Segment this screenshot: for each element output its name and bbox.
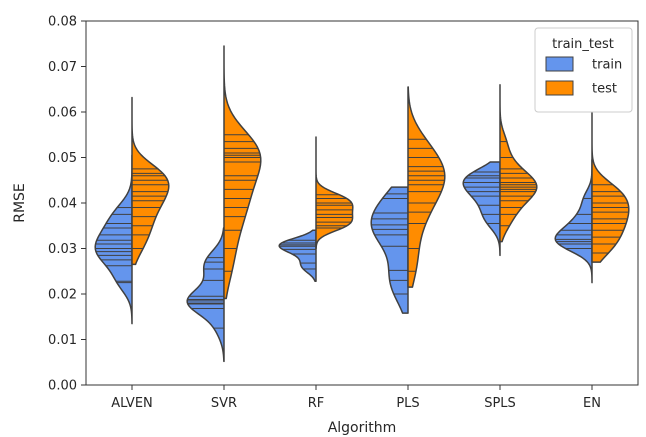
y-axis: 0.00 0.01 0.02 0.03 0.04 0.05 0.06 0.07 0.08 <box>48 15 86 394</box>
legend: train_test train test <box>534 27 633 113</box>
y-tick-label: 0.04 <box>48 197 77 212</box>
violin-test-rf <box>315 136 354 250</box>
y-tick-label: 0.06 <box>48 106 77 121</box>
legend-label-train: train <box>592 58 622 73</box>
plot-area <box>94 45 630 363</box>
x-tick-label: PLS <box>396 396 419 411</box>
violin-train-svr <box>186 227 225 363</box>
violin-test-spls <box>499 83 538 243</box>
x-axis: ALVEN SVR RF PLS SPLS EN <box>111 385 601 411</box>
violin-train-rf <box>278 229 317 283</box>
y-tick-label: 0.03 <box>48 242 77 257</box>
y-tick-label: 0.08 <box>48 15 77 30</box>
x-tick-label: SVR <box>211 396 237 411</box>
y-tick-label: 0.00 <box>48 379 77 394</box>
y-tick-label: 0.02 <box>48 288 77 303</box>
x-axis-label: Algorithm <box>328 420 397 436</box>
x-tick-label: SPLS <box>484 396 516 411</box>
violin-train-alven <box>94 154 133 325</box>
y-tick-label: 0.01 <box>48 333 77 348</box>
x-tick-label: RF <box>308 396 325 411</box>
legend-label-test: test <box>592 82 617 97</box>
legend-swatch-test <box>545 80 574 96</box>
violin-test-svr <box>223 45 262 300</box>
legend-title: train_test <box>552 37 614 52</box>
y-tick-label: 0.05 <box>48 151 77 166</box>
legend-swatch-train <box>545 56 574 72</box>
violin-test-en <box>591 111 630 263</box>
violin-test-alven <box>131 96 170 266</box>
y-axis-label: RMSE <box>12 183 28 223</box>
violin-test-pls <box>407 86 446 288</box>
x-tick-label: EN <box>583 396 601 411</box>
violin-train-en <box>554 159 593 284</box>
x-tick-label: ALVEN <box>111 396 153 411</box>
y-tick-label: 0.07 <box>48 60 77 75</box>
